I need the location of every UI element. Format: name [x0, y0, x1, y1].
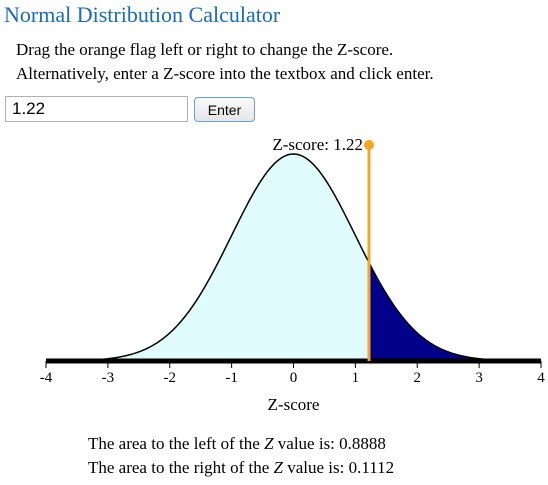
page-title: Normal Distribution Calculator: [4, 2, 281, 27]
z-score-flag[interactable]: Z-score: 1.22: [272, 135, 374, 361]
right-area-value: 0.1112: [348, 458, 395, 477]
x-tick-label: -4: [40, 370, 53, 386]
instructions: Drag the orange flag left or right to ch…: [16, 38, 434, 86]
right-result-suffix: value is:: [282, 458, 349, 477]
z-score-input[interactable]: [5, 96, 188, 122]
right-tail-area: [368, 262, 541, 361]
left-result-prefix: The area to the left of the: [88, 434, 265, 453]
results: The area to the left of the Z value is: …: [88, 432, 394, 480]
x-tick-label: 1: [352, 370, 360, 386]
x-tick-label: 2: [414, 370, 422, 386]
x-axis-label: Z-score: [268, 395, 320, 414]
z-symbol: Z: [264, 434, 274, 453]
x-tick-label: -1: [225, 370, 238, 386]
left-area-result: The area to the left of the Z value is: …: [88, 432, 394, 456]
x-tick-label: -2: [164, 370, 177, 386]
right-area-result: The area to the right of the Z value is:…: [88, 456, 394, 480]
x-axis-ticks: -4 -3 -2 -1 0 1 2 3 4: [40, 361, 545, 386]
left-tail-area: [46, 154, 369, 361]
x-tick-label: -3: [102, 370, 115, 386]
normal-distribution-chart: -4 -3 -2 -1 0 1 2 3 4 Z-score Z-score: 1.22: [40, 135, 546, 414]
x-tick-label: 4: [537, 370, 545, 386]
left-result-suffix: value is:: [273, 434, 340, 453]
flag-handle[interactable]: [363, 140, 374, 150]
enter-button[interactable]: Enter: [194, 97, 255, 122]
right-result-prefix: The area to the right of the: [88, 458, 274, 477]
flag-label: Z-score: 1.22: [272, 135, 363, 154]
left-area-value: 0.8888: [339, 434, 386, 453]
x-tick-label: 0: [290, 370, 298, 386]
z-symbol: Z: [273, 458, 283, 477]
instruction-line-1: Drag the orange flag left or right to ch…: [16, 40, 394, 59]
instruction-line-2: Alternatively, enter a Z-score into the …: [16, 64, 434, 83]
x-tick-label: 3: [475, 370, 483, 386]
density-curve: [45, 153, 542, 362]
